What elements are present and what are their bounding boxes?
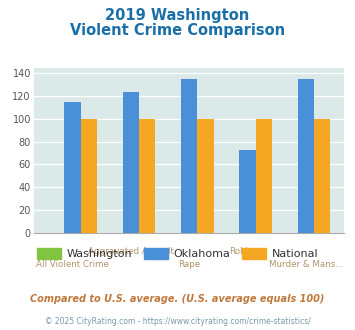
Text: Rape: Rape bbox=[178, 260, 200, 269]
Bar bbox=[256, 119, 272, 233]
Bar bbox=[314, 119, 330, 233]
Text: Murder & Mans...: Murder & Mans... bbox=[269, 260, 343, 269]
Legend: Washington, Oklahoma, National: Washington, Oklahoma, National bbox=[32, 244, 323, 263]
Text: Compared to U.S. average. (U.S. average equals 100): Compared to U.S. average. (U.S. average … bbox=[30, 294, 325, 304]
Text: Robbery: Robbery bbox=[229, 247, 266, 255]
Bar bbox=[197, 119, 214, 233]
Bar bbox=[81, 119, 97, 233]
Bar bbox=[64, 102, 81, 233]
Bar bbox=[239, 149, 256, 233]
Text: Aggravated Assault: Aggravated Assault bbox=[88, 247, 174, 255]
Bar bbox=[139, 119, 155, 233]
Bar bbox=[122, 91, 139, 233]
Bar bbox=[297, 79, 314, 233]
Text: 2019 Washington: 2019 Washington bbox=[105, 8, 250, 23]
Text: © 2025 CityRating.com - https://www.cityrating.com/crime-statistics/: © 2025 CityRating.com - https://www.city… bbox=[45, 317, 310, 326]
Bar bbox=[181, 79, 197, 233]
Text: Violent Crime Comparison: Violent Crime Comparison bbox=[70, 23, 285, 38]
Text: All Violent Crime: All Violent Crime bbox=[36, 260, 109, 269]
